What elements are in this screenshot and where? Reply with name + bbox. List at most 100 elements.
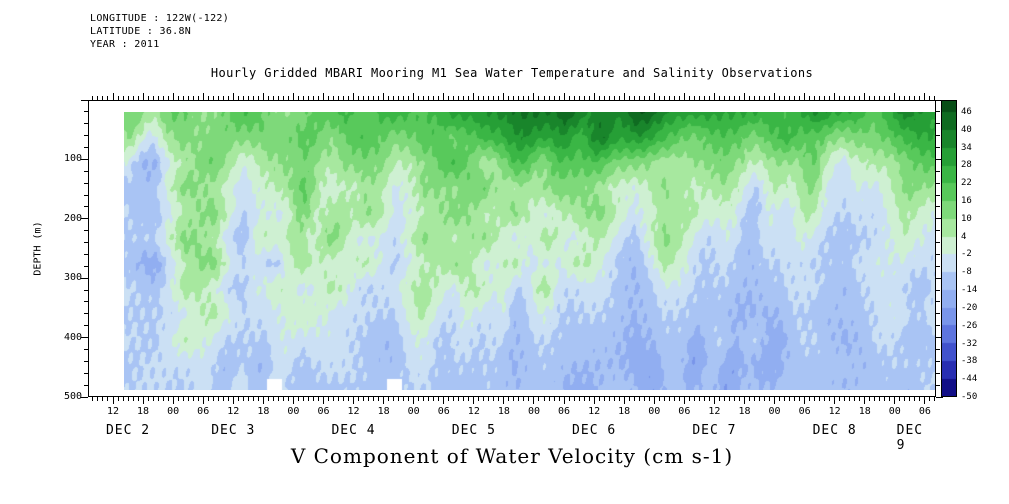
x-tick <box>578 397 580 401</box>
x-tick <box>824 96 826 100</box>
colorbar-tick-label: -50 <box>961 392 978 402</box>
x-tick <box>172 397 174 404</box>
x-tick <box>277 397 279 401</box>
x-tick <box>272 96 274 100</box>
x-tick <box>623 397 625 404</box>
x-date-label: DEC 2 <box>105 423 151 438</box>
x-tick <box>363 397 365 401</box>
x-tick <box>814 96 816 100</box>
x-tick <box>483 397 485 401</box>
x-tick <box>588 397 590 401</box>
x-tick <box>498 397 500 401</box>
x-tick <box>794 397 796 401</box>
y-tick <box>84 194 88 196</box>
x-tick <box>869 96 871 100</box>
x-axis-title: V Component of Water Velocity (cm s-1) <box>290 444 734 468</box>
x-tick <box>192 96 194 100</box>
x-tick <box>498 96 500 100</box>
y-tick <box>81 277 88 279</box>
x-tick <box>789 96 791 100</box>
x-tick <box>638 96 640 100</box>
x-tick <box>463 397 465 401</box>
x-tick <box>593 93 595 100</box>
x-tick <box>307 397 309 401</box>
x-tick <box>157 397 159 401</box>
y-tick <box>81 99 88 101</box>
x-tick <box>217 397 219 401</box>
x-tick <box>879 96 881 100</box>
y-tick <box>84 325 88 327</box>
x-tick <box>473 93 475 100</box>
x-tick-label: 00 <box>287 406 300 417</box>
x-tick <box>202 397 204 404</box>
x-tick <box>378 397 380 401</box>
y-tick <box>936 348 940 350</box>
y-tick <box>936 289 940 291</box>
x-tick <box>733 397 735 401</box>
x-tick <box>548 96 550 100</box>
y-tick <box>84 313 88 315</box>
x-tick <box>578 96 580 100</box>
x-tick <box>839 397 841 401</box>
x-tick <box>533 397 535 404</box>
x-tick-label: 06 <box>798 406 811 417</box>
x-tick-label: 00 <box>167 406 180 417</box>
x-tick-label: 12 <box>467 406 480 417</box>
x-tick <box>643 397 645 401</box>
y-tick <box>936 111 940 113</box>
x-tick <box>403 397 405 401</box>
x-tick <box>302 96 304 100</box>
x-tick <box>368 397 370 401</box>
x-tick <box>207 96 209 100</box>
x-tick-label: 18 <box>497 406 510 417</box>
x-tick <box>187 96 189 100</box>
x-tick-label: 18 <box>858 406 871 417</box>
y-tick <box>936 253 940 255</box>
x-tick <box>854 96 856 100</box>
x-date-label: DEC 6 <box>572 423 617 438</box>
x-tick <box>543 96 545 100</box>
x-tick <box>167 96 169 100</box>
x-tick <box>333 397 334 401</box>
x-tick <box>388 397 390 401</box>
y-tick <box>81 158 88 160</box>
x-tick <box>438 96 440 100</box>
x-tick <box>172 93 174 100</box>
x-tick <box>708 397 710 401</box>
x-tick <box>353 397 355 404</box>
x-tick <box>779 397 781 401</box>
y-tick <box>84 360 88 362</box>
colorbar: 46 40 34 28 22 16 10 4 -2 -8 -14 -20 -26 -32 -38 -44 -50 <box>941 100 977 402</box>
x-tick <box>147 96 149 100</box>
x-tick <box>538 96 540 100</box>
x-tick-label: 00 <box>407 406 420 417</box>
x-tick <box>753 96 755 100</box>
x-tick <box>488 96 490 100</box>
x-tick <box>232 397 234 404</box>
y-tick <box>936 170 940 172</box>
x-date-label: DEC 9 <box>896 423 924 453</box>
x-tick <box>518 397 520 401</box>
x-tick <box>548 397 550 401</box>
x-tick <box>884 397 886 401</box>
colorbar-tick-label: -26 <box>961 320 978 331</box>
x-tick-label: 12 <box>828 406 841 417</box>
x-tick <box>167 397 169 401</box>
x-tick <box>182 397 184 401</box>
x-tick-label: 06 <box>678 406 691 417</box>
x-tick <box>312 397 314 401</box>
longitude-label: LONGITUDE : 122W(-122) <box>90 13 230 24</box>
x-tick <box>598 96 600 100</box>
x-tick <box>819 397 821 401</box>
x-tick <box>212 397 214 401</box>
x-tick <box>317 397 319 401</box>
x-tick <box>142 93 144 100</box>
y-tick <box>936 135 940 137</box>
x-tick <box>703 96 705 100</box>
x-tick <box>187 397 189 401</box>
colorbar-tick-label: 16 <box>961 195 972 206</box>
x-tick <box>493 397 495 401</box>
x-tick <box>518 96 520 100</box>
x-tick <box>698 96 700 100</box>
x-tick <box>693 96 695 100</box>
